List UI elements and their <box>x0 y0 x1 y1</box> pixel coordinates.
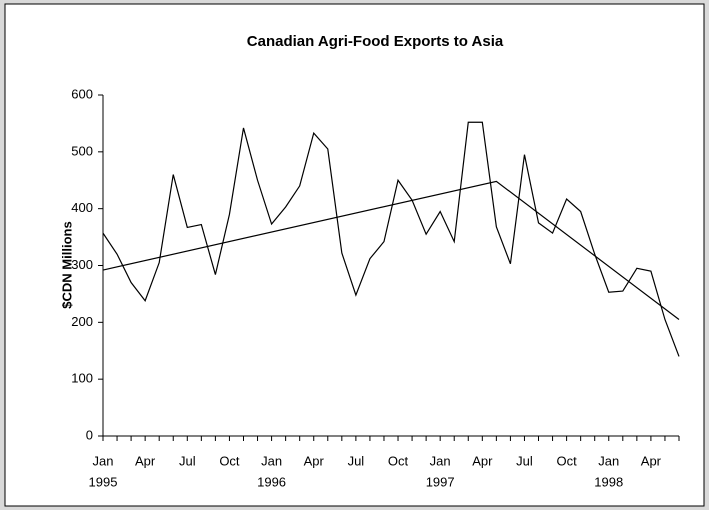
y-tick-label: 600 <box>71 86 93 101</box>
trend-line <box>102 180 680 320</box>
x-tick-label: Apr <box>641 453 662 468</box>
x-tick-label: Oct <box>556 453 577 468</box>
year-label: 1995 <box>89 474 118 489</box>
x-tick-label: Apr <box>472 453 493 468</box>
y-axis-label: $CDN Millions <box>59 221 74 308</box>
x-tick-label: Apr <box>304 453 325 468</box>
chart-frame <box>4 3 705 507</box>
year-label: 1996 <box>257 474 286 489</box>
y-tick-label: 100 <box>71 371 93 386</box>
year-label: 1997 <box>426 474 455 489</box>
x-tick-label: Jul <box>348 453 365 468</box>
year-label: 1998 <box>594 474 623 489</box>
y-tick-label: 400 <box>71 200 93 215</box>
x-tick-label: Jul <box>179 453 196 468</box>
y-tick-label: 300 <box>71 257 93 272</box>
x-tick-label: Jan <box>93 453 114 468</box>
y-tick-label: 500 <box>71 143 93 158</box>
x-tick-label: Jan <box>261 453 282 468</box>
x-tick-label: Jan <box>430 453 451 468</box>
x-tick-label: Oct <box>388 453 409 468</box>
data-line <box>102 121 680 357</box>
y-tick-label: 200 <box>71 314 93 329</box>
x-tick-label: Apr <box>135 453 156 468</box>
x-tick-label: Oct <box>219 453 240 468</box>
x-tick-label: Jul <box>516 453 533 468</box>
y-tick-label: 0 <box>86 427 93 442</box>
chart-title: Canadian Agri-Food Exports to Asia <box>247 33 504 50</box>
x-tick-label: Jan <box>598 453 619 468</box>
